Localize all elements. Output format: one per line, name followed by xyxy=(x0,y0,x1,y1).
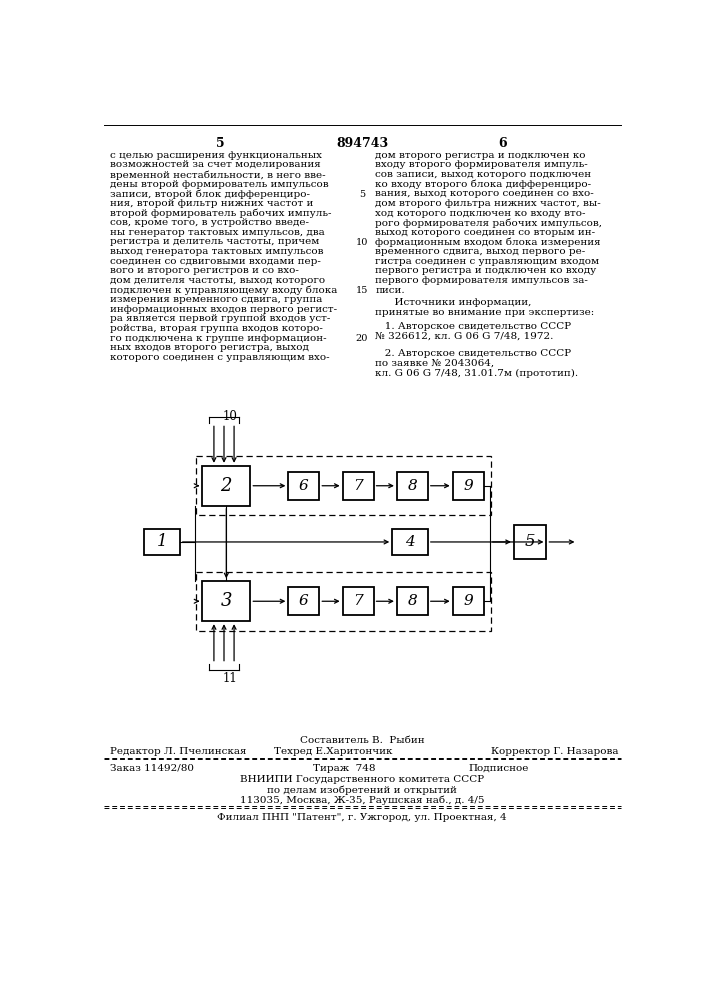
Text: 20: 20 xyxy=(356,334,368,343)
Bar xyxy=(343,587,373,615)
Text: Источники информации,: Источники информации, xyxy=(375,298,532,307)
Text: дом второго фильтра нижних частот, вы-: дом второго фильтра нижних частот, вы- xyxy=(375,199,601,208)
Text: дом второго регистра и подключен ко: дом второго регистра и подключен ко xyxy=(375,151,585,160)
Text: временной нестабильности, в него вве-: временной нестабильности, в него вве- xyxy=(110,170,326,180)
Text: 6: 6 xyxy=(498,137,508,150)
Bar xyxy=(343,472,373,500)
Bar xyxy=(144,529,180,555)
Text: № 326612, кл. G 06 G 7/48, 1972.: № 326612, кл. G 06 G 7/48, 1972. xyxy=(375,332,554,341)
Text: гистра соединен с управляющим входом: гистра соединен с управляющим входом xyxy=(375,257,600,266)
Text: входу второго формирователя импуль-: входу второго формирователя импуль- xyxy=(375,160,588,169)
Text: ход которого подключен ко входу вто-: ход которого подключен ко входу вто- xyxy=(375,209,585,218)
Text: 3: 3 xyxy=(221,592,232,610)
Text: подключен к управляющему входу блока: подключен к управляющему входу блока xyxy=(110,286,337,295)
Text: принятые во внимание при экспертизе:: принятые во внимание при экспертизе: xyxy=(375,308,595,317)
Bar xyxy=(202,466,250,506)
Bar xyxy=(202,581,250,621)
Text: 11: 11 xyxy=(223,672,238,685)
Bar xyxy=(452,472,484,500)
Text: вого и второго регистров и со вхо-: вого и второго регистров и со вхо- xyxy=(110,266,299,275)
Text: которого соединен с управляющим вхо-: которого соединен с управляющим вхо- xyxy=(110,353,329,362)
Text: Составитель В.  Рыбин: Составитель В. Рыбин xyxy=(300,736,424,745)
Text: Подписное: Подписное xyxy=(468,764,529,773)
Text: Тираж  748: Тираж 748 xyxy=(313,764,375,773)
Text: 2. Авторское свидетельство СССР: 2. Авторское свидетельство СССР xyxy=(375,349,571,358)
Bar xyxy=(397,472,428,500)
Text: 7: 7 xyxy=(354,479,363,493)
Text: 6: 6 xyxy=(299,479,309,493)
Bar xyxy=(397,587,428,615)
Text: вания, выход которого соединен со вхо-: вания, выход которого соединен со вхо- xyxy=(375,189,594,198)
Text: 7: 7 xyxy=(354,594,363,608)
Text: регистра и делитель частоты, причем: регистра и делитель частоты, причем xyxy=(110,237,320,246)
Text: 5: 5 xyxy=(525,533,535,550)
Text: формационным входом блока измерения: формационным входом блока измерения xyxy=(375,237,601,247)
Text: го подключена к группе информацион-: го подключена к группе информацион- xyxy=(110,334,327,343)
Text: 894743: 894743 xyxy=(336,137,388,150)
Text: 6: 6 xyxy=(299,594,309,608)
Bar xyxy=(288,472,320,500)
Text: 2: 2 xyxy=(221,477,232,495)
Bar xyxy=(288,587,320,615)
Text: Заказ 11492/80: Заказ 11492/80 xyxy=(110,764,194,773)
Bar xyxy=(392,529,428,555)
Text: по делам изобретений и открытий: по делам изобретений и открытий xyxy=(267,785,457,795)
Bar xyxy=(452,587,484,615)
Text: соединен со сдвиговыми входами пер-: соединен со сдвиговыми входами пер- xyxy=(110,257,321,266)
Text: ны генератор тактовых импульсов, два: ны генератор тактовых импульсов, два xyxy=(110,228,325,237)
Text: Филиал ПНП "Патент", г. Ужгород, ул. Проектная, 4: Филиал ПНП "Патент", г. Ужгород, ул. Про… xyxy=(217,813,507,822)
Text: 10: 10 xyxy=(356,238,368,247)
Text: ра является первой группой входов уст-: ра является первой группой входов уст- xyxy=(110,314,330,323)
Text: 5: 5 xyxy=(216,137,224,150)
Text: по заявке № 2043064,: по заявке № 2043064, xyxy=(375,359,494,368)
Text: выход которого соединен со вторым ин-: выход которого соединен со вторым ин- xyxy=(375,228,595,237)
Text: ния, второй фильтр нижних частот и: ния, второй фильтр нижних частот и xyxy=(110,199,313,208)
Text: 8: 8 xyxy=(407,594,417,608)
Text: 113035, Москва, Ж-35, Раушская наб., д. 4/5: 113035, Москва, Ж-35, Раушская наб., д. … xyxy=(240,795,484,805)
Bar xyxy=(196,456,491,515)
Text: Техред Е.Харитончик: Техред Е.Харитончик xyxy=(274,747,393,756)
Text: возможностей за счет моделирования: возможностей за счет моделирования xyxy=(110,160,321,169)
Text: 9: 9 xyxy=(463,479,473,493)
Text: выход генератора тактовых импульсов: выход генератора тактовых импульсов xyxy=(110,247,324,256)
Text: 4: 4 xyxy=(405,535,415,549)
Text: 15: 15 xyxy=(356,286,368,295)
Text: измерения временного сдвига, группа: измерения временного сдвига, группа xyxy=(110,295,322,304)
Text: 8: 8 xyxy=(407,479,417,493)
Text: второй формирователь рабочих импуль-: второй формирователь рабочих импуль- xyxy=(110,209,332,218)
Text: временного сдвига, выход первого ре-: временного сдвига, выход первого ре- xyxy=(375,247,585,256)
Text: кл. G 06 G 7/48, 31.01.7м (прототип).: кл. G 06 G 7/48, 31.01.7м (прототип). xyxy=(375,369,578,378)
Text: 10: 10 xyxy=(223,410,238,423)
Text: 5: 5 xyxy=(359,190,365,199)
Text: писи.: писи. xyxy=(375,286,404,295)
Text: Редактор Л. Пчелинская: Редактор Л. Пчелинская xyxy=(110,747,247,756)
Bar xyxy=(196,572,491,631)
Text: сов записи, выход которого подключен: сов записи, выход которого подключен xyxy=(375,170,591,179)
Text: ройства, вторая группа входов которо-: ройства, вторая группа входов которо- xyxy=(110,324,323,333)
Text: ных входов второго регистра, выход: ных входов второго регистра, выход xyxy=(110,343,309,352)
Text: дены второй формирователь импульсов: дены второй формирователь импульсов xyxy=(110,180,329,189)
Text: 9: 9 xyxy=(463,594,473,608)
Text: 1: 1 xyxy=(157,533,168,550)
Text: записи, второй блок дифференциро-: записи, второй блок дифференциро- xyxy=(110,189,310,199)
Text: Корректор Г. Назарова: Корректор Г. Назарова xyxy=(491,747,619,756)
Text: информационных входов первого регист-: информационных входов первого регист- xyxy=(110,305,337,314)
Text: с целью расширения функциональных: с целью расширения функциональных xyxy=(110,151,322,160)
Text: рого формирователя рабочих импульсов,: рого формирователя рабочих импульсов, xyxy=(375,218,602,228)
Text: ВНИИПИ Государственного комитета СССР: ВНИИПИ Государственного комитета СССР xyxy=(240,775,484,784)
Text: дом делителя частоты, выход которого: дом делителя частоты, выход которого xyxy=(110,276,325,285)
Text: первого регистра и подключен ко входу: первого регистра и подключен ко входу xyxy=(375,266,597,275)
Bar xyxy=(514,525,547,559)
Text: первого формирователя импульсов за-: первого формирователя импульсов за- xyxy=(375,276,588,285)
Text: сов, кроме того, в устройство введе-: сов, кроме того, в устройство введе- xyxy=(110,218,309,227)
Text: 1. Авторское свидетельство СССР: 1. Авторское свидетельство СССР xyxy=(375,322,571,331)
Text: ко входу второго блока дифференциро-: ко входу второго блока дифференциро- xyxy=(375,180,591,189)
